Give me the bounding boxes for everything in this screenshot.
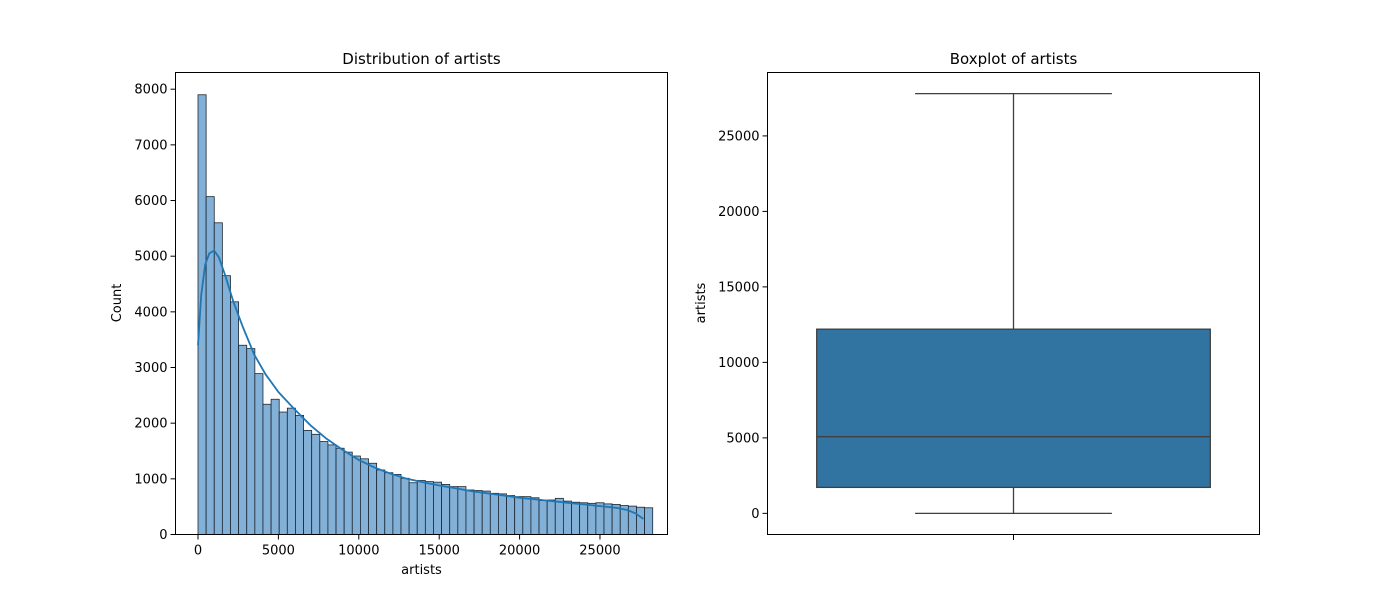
histogram-bar [205,196,215,535]
y-tick-label: 4000 [134,305,167,320]
histogram-bars [197,94,654,535]
histogram-bar [441,484,451,535]
histogram-title: Distribution of artists [342,50,501,68]
histogram-bar [603,503,613,535]
x-tick-label: 20000 [499,544,540,559]
histogram-bar [595,502,605,535]
histogram-bar [230,301,240,535]
histogram-bar [416,480,426,535]
boxplot-y-ticks: 0 5000 10000 15000 20000 25000 [718,129,768,522]
histogram-x-label: artists [401,563,442,578]
y-tick-label: 7000 [134,138,167,153]
histogram-x-ticks: 0 5000 10000 15000 20000 25000 [194,534,621,559]
y-tick-label: 3000 [134,361,167,376]
histogram-bar [498,493,507,535]
histogram-bar [351,455,361,535]
x-tick-label: 10000 [338,544,379,559]
histogram-bar [579,502,589,535]
histogram-axes-frame [175,72,668,535]
histogram-bar [392,473,402,535]
histogram-bar [644,507,654,535]
boxplot-axes-frame [767,72,1260,535]
histogram-bar [489,492,499,535]
histogram-bar [408,482,418,535]
boxplot-elements [816,92,1211,515]
x-tick-label: 15000 [419,544,460,559]
histogram-bar [506,495,516,535]
histogram-bar [522,496,532,535]
histogram-bar [327,444,337,535]
histogram-bar [424,481,434,535]
histogram-bar [554,497,564,535]
y-tick-label: 8000 [134,83,167,98]
y-tick-label: 0 [751,507,759,522]
y-tick-label: 0 [159,528,167,543]
x-tick-label: 25000 [579,544,620,559]
histogram-bar [449,486,459,535]
histogram-panel: Distribution of artists 0 1000 2000 3000 400… [110,50,668,578]
histogram-bar [562,500,572,535]
histogram-bar [636,506,645,535]
histogram-y-label: Count [110,284,125,323]
histogram-bar [384,472,394,535]
histogram-bar [400,477,410,535]
histogram-bar [303,430,313,535]
histogram-bar [335,447,345,535]
histogram-bar [481,490,491,535]
histogram-bar [473,490,483,535]
histogram-bar [311,433,321,535]
boxplot-panel: Boxplot of artists 0 5000 10000 15000 20000 2… [694,50,1260,540]
histogram-bar [457,486,467,535]
histogram-bar [270,398,280,535]
x-tick-label: 5000 [262,544,295,559]
y-tick-label: 5000 [134,250,167,265]
y-tick-label: 10000 [718,356,759,371]
histogram-bar [295,414,304,535]
histogram-bar [286,407,296,535]
histogram-bar [213,222,223,535]
histogram-bar [368,462,378,535]
histogram-y-ticks: 0 1000 2000 3000 4000 5000 6000 7000 8000 [134,83,176,543]
histogram-bar [221,275,231,535]
histogram-bar [360,458,369,535]
histogram-bar [262,403,272,535]
y-tick-label: 1000 [134,472,167,487]
y-tick-label: 5000 [726,431,759,446]
x-tick-label: 0 [194,544,202,559]
y-tick-label: 20000 [718,205,759,220]
histogram-bar [278,411,288,535]
histogram-bar [546,499,556,535]
histogram-bar [343,451,353,535]
y-tick-label: 6000 [134,194,167,209]
histogram-bar [571,501,581,535]
histogram-bar [538,500,548,535]
boxplot-title: Boxplot of artists [950,50,1078,68]
histogram-bar [530,497,540,535]
histogram-bar [246,348,256,535]
histogram-bar [376,469,386,535]
histogram-bar [254,373,264,535]
y-tick-label: 2000 [134,417,167,432]
histogram-bar [514,496,524,535]
y-tick-label: 15000 [718,280,759,295]
histogram-bar [465,489,475,535]
boxplot-y-label: artists [694,282,709,323]
y-tick-label: 25000 [718,129,759,144]
histogram-bar [587,502,597,535]
histogram-bar [238,344,248,535]
histogram-bar [433,481,442,535]
kde-line [197,249,644,520]
iqr-box [816,328,1211,489]
histogram-bar [319,441,329,535]
